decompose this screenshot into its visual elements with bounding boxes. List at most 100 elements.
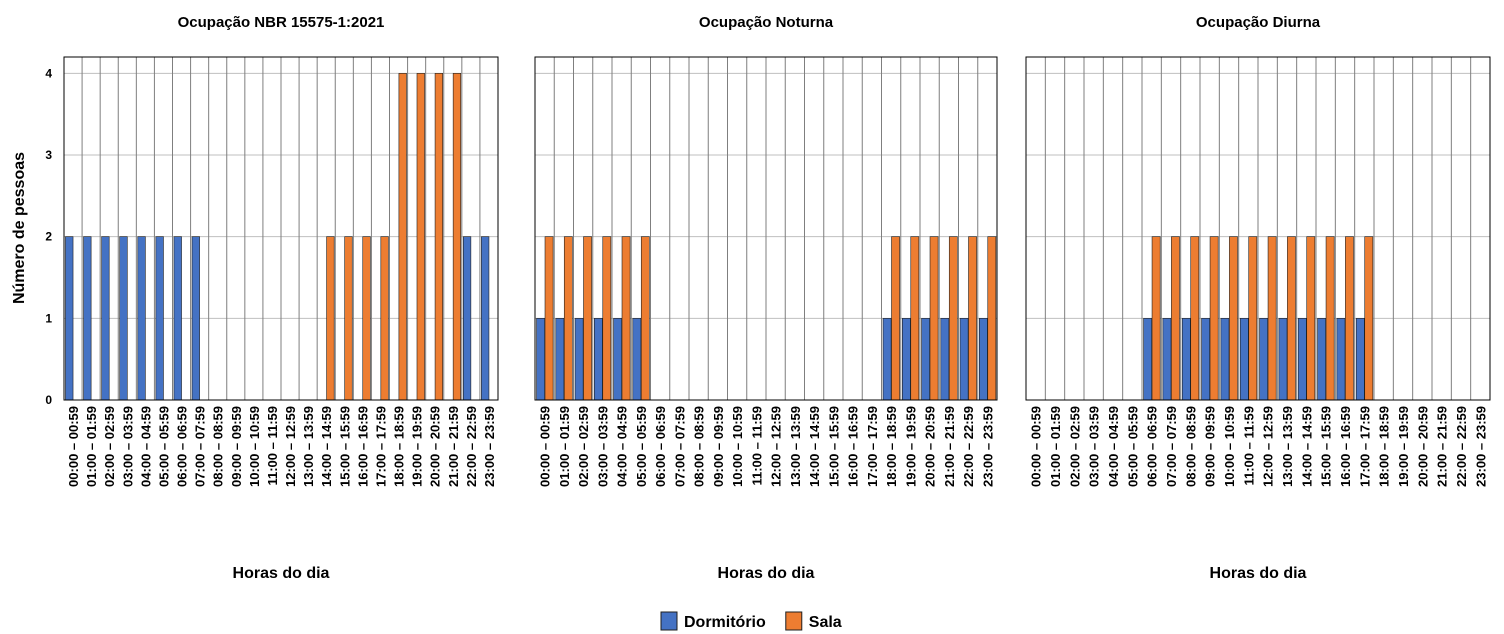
bar [326,236,335,401]
bar [959,318,969,401]
bar [882,318,892,401]
x-tick-label: 20:00 – 20:59 [428,406,443,487]
bar [1201,318,1210,401]
bar [910,236,920,401]
x-tick-label: 00:00 – 00:59 [1029,406,1044,487]
bar [1336,318,1346,401]
bar [968,236,977,401]
x-tick-label: 23:00 – 23:59 [980,406,995,487]
legend-swatch [785,611,803,631]
bar [555,318,565,401]
bar [452,73,462,401]
bar [1297,318,1307,401]
bar [191,236,200,401]
x-tick-label: 21:00 – 21:59 [1435,406,1450,487]
x-tick-label: 14:00 – 14:59 [1299,406,1314,487]
bar [137,236,146,401]
bar [640,236,650,401]
x-tick-label: 03:00 – 03:59 [595,406,610,487]
bar [1229,236,1238,401]
x-tick-label: 18:00 – 18:59 [392,406,407,487]
x-tick-label: 01:00 – 01:59 [84,406,99,487]
x-tick-label: 05:00 – 05:59 [156,406,171,487]
x-tick-label: 06:00 – 06:59 [175,406,190,487]
x-tick-label: 07:00 – 07:59 [193,406,208,487]
bar [380,236,389,401]
x-tick-label: 02:00 – 02:59 [1067,406,1082,487]
x-tick-label: 21:00 – 21:59 [942,406,957,487]
bar [1248,236,1258,401]
bar [621,236,631,401]
plot-frame [534,56,998,401]
bar [544,236,554,401]
bar [1209,236,1219,401]
bar [155,236,164,401]
x-tick-label: 03:00 – 03:59 [1087,406,1102,487]
x-tick-label: 18:00 – 18:59 [1377,406,1392,487]
x-tick-label: 10:00 – 10:59 [730,406,745,487]
x-tick-label: 13:00 – 13:59 [301,406,316,487]
bar [416,73,425,401]
bar [593,318,603,401]
x-tick-label: 11:00 – 11:59 [1241,406,1256,486]
bar [901,318,911,401]
x-tick-label: 17:00 – 17:59 [1357,406,1372,487]
bar [65,236,74,401]
y-tick-label: 4 [45,66,52,80]
bar [362,236,371,401]
x-tick-label: 08:00 – 08:59 [211,406,226,487]
x-tick-label: 21:00 – 21:59 [446,406,461,487]
x-tick-label: 08:00 – 08:59 [692,406,707,487]
bar [1267,236,1277,401]
bar [462,236,472,401]
bar [563,236,573,401]
x-tick-label: 00:00 – 00:59 [66,406,81,487]
bar [344,236,353,401]
x-tick-label: 22:00 – 22:59 [1454,406,1469,487]
x-tick-label: 06:00 – 06:59 [1145,406,1160,487]
x-tick-label: 16:00 – 16:59 [846,406,861,487]
x-tick-label: 01:00 – 01:59 [557,406,572,487]
x-tick-label: 16:00 – 16:59 [1338,406,1353,487]
bar [1190,236,1200,401]
x-tick-label: 14:00 – 14:59 [319,406,334,487]
x-tick-label: 14:00 – 14:59 [807,406,822,487]
x-tick-label: 19:00 – 19:59 [903,406,918,487]
bar [1278,318,1288,401]
x-tick-label: 05:00 – 05:59 [634,406,649,487]
bar [1364,236,1374,401]
x-tick-label: 01:00 – 01:59 [1048,406,1063,487]
x-tick-label: 08:00 – 08:59 [1183,406,1198,487]
bar [613,318,622,401]
x-tick-label: 13:00 – 13:59 [1280,406,1295,487]
bar [948,236,958,401]
x-tick-label: 20:00 – 20:59 [1415,406,1430,487]
x-tick-label: 07:00 – 07:59 [672,406,687,487]
x-tick-label: 23:00 – 23:59 [1473,406,1488,487]
x-tick-label: 03:00 – 03:59 [120,406,135,487]
plot-frame [63,56,499,401]
x-axis-label: Horas do dia [233,565,330,582]
x-tick-label: 04:00 – 04:59 [138,406,153,487]
legend-swatch [660,611,678,631]
x-axis-label: Horas do dia [718,565,815,582]
x-tick-label: 06:00 – 06:59 [653,406,668,487]
x-tick-label: 16:00 – 16:59 [355,406,370,487]
plot-frame [1025,56,1491,401]
x-tick-label: 19:00 – 19:59 [1396,406,1411,487]
bar [921,318,930,401]
bar [1259,318,1268,401]
bar [1181,318,1191,401]
bar [173,236,182,401]
bar [1239,318,1249,401]
x-tick-label: 09:00 – 09:59 [711,406,726,487]
x-tick-label: 18:00 – 18:59 [884,406,899,487]
bar [574,318,584,401]
y-tick-label: 0 [45,393,52,407]
x-tick-label: 22:00 – 22:59 [464,406,479,487]
bar [1287,236,1296,401]
x-tick-label: 11:00 – 11:59 [749,406,764,486]
bar [481,236,490,401]
bar [434,73,443,401]
bar [940,318,950,401]
